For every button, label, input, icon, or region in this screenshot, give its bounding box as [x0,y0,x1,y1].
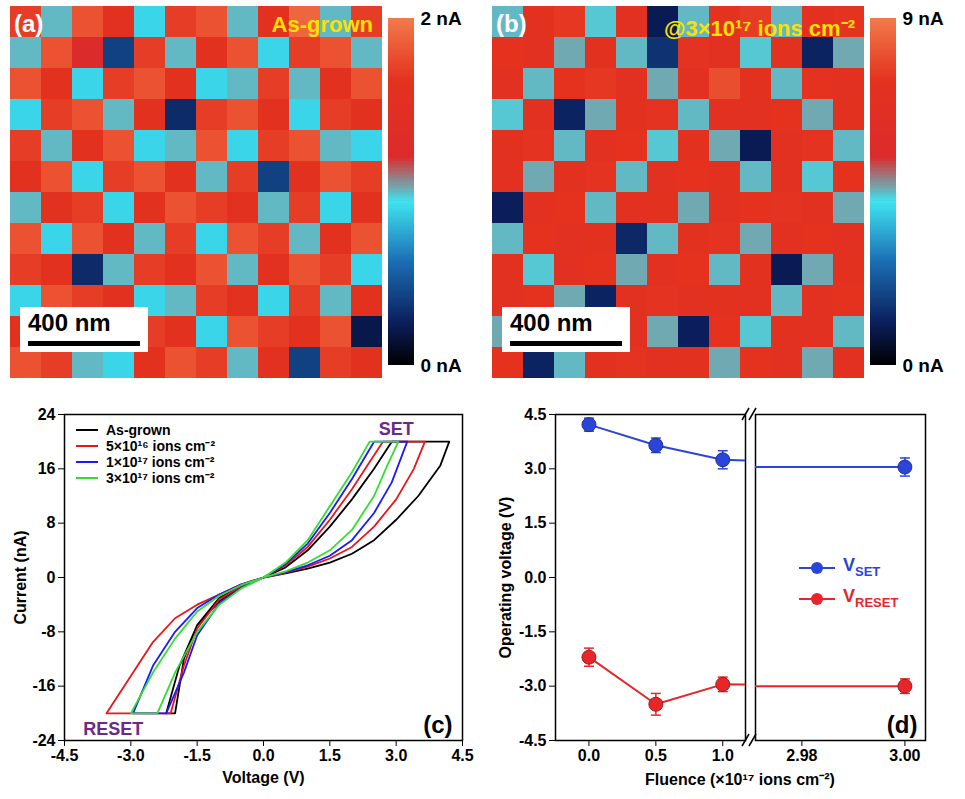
svg-text:-24: -24 [32,731,56,749]
svg-text:3.00: 3.00 [889,747,920,764]
html-text:As-grown: As-grown [271,12,373,37]
svg-text:4.5: 4.5 [451,747,473,764]
svg-text:Voltage (V): Voltage (V) [222,769,304,786]
svg-text:RESET: RESET [83,719,143,739]
html-text:1×10¹⁷ ions cm⁻²: 1×10¹⁷ ions cm⁻² [106,454,215,470]
svg-text:-1.5: -1.5 [183,747,211,764]
svg-text:-3.0: -3.0 [117,747,145,764]
svg-text:-16: -16 [32,677,55,694]
svg-text:1.5: 1.5 [319,747,341,764]
svg-text:4.5: 4.5 [524,406,546,423]
svg-text:0 nA: 0 nA [903,355,944,376]
svg-text:2 nA: 2 nA [421,8,462,29]
html-text:As-grown: As-grown [106,422,171,438]
svg-text:0 nA: 0 nA [421,355,462,376]
svg-text:Current (nA): Current (nA) [12,530,29,624]
html-text:VSET: VSET [843,555,881,579]
html-text:(b): (b) [496,10,527,37]
svg-text:(c): (c) [423,711,452,738]
svg-text:2.98: 2.98 [786,747,817,764]
svg-text:1.5: 1.5 [524,514,546,531]
html-text:Fluence (×10¹⁷ ions cm⁻²): Fluence (×10¹⁷ ions cm⁻²) [645,771,835,788]
svg-text:8: 8 [47,514,56,531]
svg-text:0.0: 0.0 [578,747,600,764]
svg-text:-4.5: -4.5 [51,747,79,764]
svg-text:-4.5: -4.5 [519,732,547,749]
svg-text:-1.5: -1.5 [519,623,547,640]
svg-text:0: 0 [47,569,56,586]
svg-text:0.0: 0.0 [524,569,546,586]
html-text:400 nm: 400 nm [28,309,111,336]
html-text:VRESET: VRESET [843,585,899,610]
svg-text:1.0: 1.0 [712,747,734,764]
svg-text:Operating voltage (V): Operating voltage (V) [497,497,514,659]
svg-text:0.0: 0.0 [252,747,274,764]
html-text:@3×10¹⁷ ions cm⁻²: @3×10¹⁷ ions cm⁻² [664,16,855,41]
svg-text:0.5: 0.5 [645,747,667,764]
svg-text:SET: SET [379,419,414,439]
svg-text:(d): (d) [887,711,918,738]
svg-text:-3.0: -3.0 [519,677,547,694]
html-text:(a): (a) [14,10,44,37]
svg-text:-8: -8 [41,623,55,640]
svg-text:3.0: 3.0 [524,460,546,477]
html-text:5×10¹⁶ ions cm⁻²: 5×10¹⁶ ions cm⁻² [106,438,216,454]
html-text:3×10¹⁷ ions cm⁻²: 3×10¹⁷ ions cm⁻² [106,470,215,486]
svg-text:24: 24 [38,406,56,423]
svg-text:16: 16 [38,460,56,477]
html-text:400 nm: 400 nm [510,309,593,336]
svg-text:9 nA: 9 nA [903,8,944,29]
svg-text:3.0: 3.0 [385,747,407,764]
